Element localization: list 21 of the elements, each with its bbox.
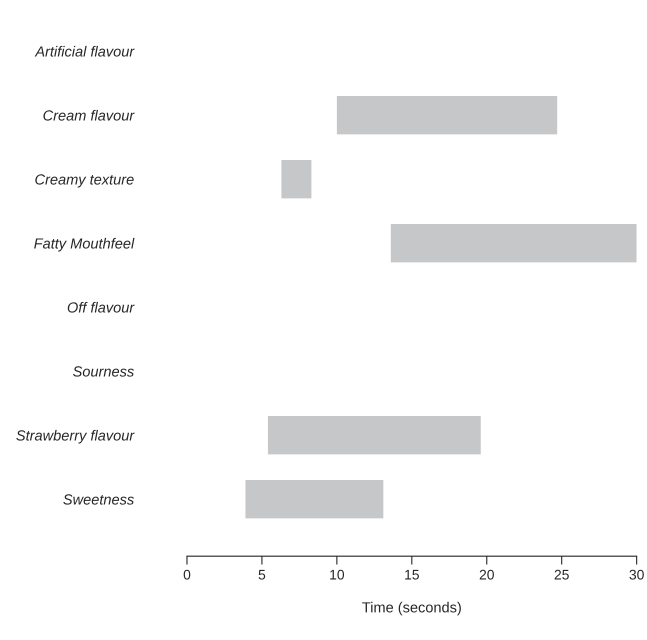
bar <box>281 160 312 198</box>
x-tick-label: 0 <box>184 570 190 580</box>
x-tick-label: 30 <box>629 570 644 580</box>
x-tick-label: 10 <box>330 570 344 580</box>
bar <box>336 96 558 134</box>
bar <box>390 224 637 262</box>
x-tick-label: 20 <box>480 570 494 580</box>
x-tick-label: 5 <box>258 570 266 580</box>
bar <box>245 480 384 518</box>
x-axis-title: Time (seconds) <box>362 602 461 616</box>
y-tick-label: Cream flavour <box>43 110 135 121</box>
y-tick-label: Creamy texture <box>35 174 134 188</box>
y-tick-label: Off flavour <box>68 302 135 313</box>
y-tick-label: Fatty Mouthfeel <box>34 238 135 252</box>
y-tick-label: Sourness <box>73 366 134 377</box>
bar <box>268 416 481 454</box>
y-tick-label: Strawberry flavour <box>16 430 135 444</box>
x-tick-label: 15 <box>405 570 419 580</box>
y-tick-label: Artificial flavour <box>34 46 135 57</box>
y-tick-label: Sweetness <box>63 494 134 505</box>
x-tick-label: 25 <box>554 570 569 580</box>
